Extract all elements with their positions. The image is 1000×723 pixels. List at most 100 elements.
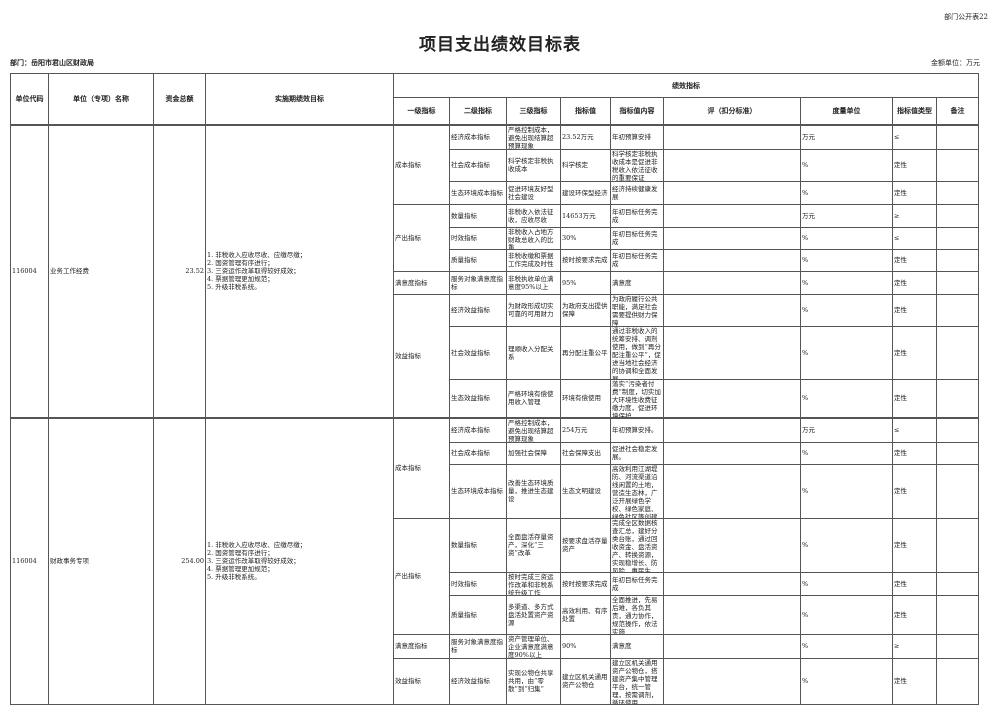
scoring-criteria: [663, 416, 801, 443]
level2-indicator-text: 经济效益指标: [451, 677, 490, 685]
scoring-criteria: [663, 180, 801, 205]
note: [935, 463, 980, 519]
value-type-text: ≥: [894, 642, 900, 650]
value-type: 定性: [892, 517, 937, 573]
level3-indicator-text: 非税执收单位满意度95%以上: [508, 274, 554, 291]
value-type-text: 定性: [894, 256, 907, 264]
indicator-content: 年初目标任务完成: [610, 203, 664, 228]
col-measure: 度量单位: [800, 97, 893, 125]
level2-indicator-text: 社会成本指标: [451, 449, 490, 457]
indicator-content: 落实“污染者付费”制度，切实加大环境性收费征缴力度，促进环境保护: [610, 378, 664, 418]
level3-indicator: 为财政形成切实可靠的可用财力: [506, 293, 561, 327]
note: [935, 657, 980, 705]
indicator-value-text: 生态文明建设: [562, 487, 601, 495]
level3-indicator: 科学核定非税执收成本: [506, 148, 561, 182]
level2-indicator: 经济效益指标: [449, 293, 507, 327]
table-row: 社会效益指标 理顺收入分配关系 再分配注重公平 通过非税收入的统筹安排、调剂使用，做到…: [11, 325, 980, 380]
note: [935, 416, 980, 443]
measure-unit: %: [800, 148, 893, 182]
project-goals: 1. 非税收入应收尽收、应缴尽缴； 2. 国资管理有序进行； 3. 三资运作改革…: [205, 416, 394, 705]
indicator-value: 254万元: [560, 416, 611, 443]
indicator-content-text: 落实“污染者付费”制度，切实加大环境性收费征缴力度，促进环境保护: [612, 379, 661, 417]
level2-indicator-text: 社会成本指标: [451, 161, 490, 169]
value-type-text: 定性: [894, 541, 907, 549]
value-type: ≥: [892, 203, 937, 228]
value-type: 定性: [892, 148, 937, 182]
project-name-text: 业务工作经费: [50, 267, 89, 275]
measure-unit: %: [800, 517, 893, 573]
level3-indicator-text: 非税收入依法征收，应收尽收: [508, 207, 554, 224]
level3-indicator-text: 全面盘活存量资产，深化“三资”改革: [508, 533, 554, 557]
measure-unit: %: [800, 594, 893, 635]
indicator-value: 再分配注重公平: [560, 325, 611, 380]
department-label: 部门：岳阳市君山区财政局: [10, 58, 94, 67]
measure-unit-text: 万元: [802, 211, 815, 220]
level1-indicator: 成本指标: [393, 123, 450, 205]
project-code: 116004: [10, 123, 49, 418]
level2-indicator-text: 质量指标: [451, 256, 477, 264]
level2-indicator-text: 社会效益指标: [451, 348, 490, 357]
scoring-criteria: [663, 203, 801, 228]
indicator-value-text: 按时按要求完成: [562, 256, 608, 264]
col-content: 指标值内容: [610, 97, 664, 125]
value-type: 定性: [892, 441, 937, 465]
table-row: 生态效益指标 严格环境有偿使用收入管理 环境有偿使用 落实“污染者付费”制度，切实加大…: [11, 378, 980, 418]
note: [935, 633, 980, 659]
note: [935, 517, 980, 573]
level2-indicator-text: 数量指标: [451, 211, 477, 220]
level1-indicator-text: 效益指标: [395, 351, 421, 360]
value-type: ≥: [892, 633, 937, 659]
scoring-criteria: [663, 594, 801, 635]
value-type-text: 定性: [894, 306, 907, 314]
project-amount-text: 23.52: [185, 267, 204, 275]
level1-indicator-text: 效益指标: [395, 677, 421, 685]
scoring-criteria: [663, 325, 801, 380]
level3-indicator: 加强社会保障: [506, 441, 561, 465]
scoring-criteria: [663, 657, 801, 705]
value-type-text: 定性: [894, 278, 907, 287]
value-type-text: ≤: [894, 133, 900, 141]
level2-indicator: 数量指标: [449, 203, 507, 228]
indicator-content-text: 年初目标任务完成: [612, 230, 658, 246]
level2-indicator: 社会成本指标: [449, 441, 507, 465]
value-type-text: 定性: [894, 188, 907, 197]
measure-unit-text: %: [802, 541, 809, 549]
indicator-value: 为政府支出提供保障: [560, 293, 611, 327]
project-code: 116004: [10, 416, 49, 705]
measure-unit-text: %: [802, 642, 809, 650]
scoring-criteria: [663, 517, 801, 573]
level1-indicator-text: 产出指标: [395, 572, 421, 580]
indicator-value: 建设环保型经济: [560, 180, 611, 205]
note: [935, 123, 980, 150]
indicator-content-text: 通过非税收入的统筹安排、调剂使用，做到“再分配注重公平”，促进当地社会经济的协调…: [612, 326, 661, 379]
level1-indicator: 满意度指标: [393, 633, 450, 659]
note: [935, 378, 980, 418]
level3-indicator-text: 科学核定非税执收成本: [508, 157, 554, 173]
level3-indicator: 多渠道、多方式盘活处置资产资源: [506, 594, 561, 635]
value-type-text: 定性: [894, 449, 907, 457]
scoring-criteria: [663, 123, 801, 150]
level3-indicator: 按时完成三资运作改革和非税系统升级工作: [506, 571, 561, 596]
level2-indicator-text: 时效指标: [451, 579, 477, 588]
project-goals-text: 1. 非税收入应收尽收、应缴尽缴； 2. 国资管理有序进行； 3. 三资运作改革…: [207, 251, 307, 291]
indicator-content: 年初目标任务完成: [610, 571, 664, 596]
level2-indicator: 数量指标: [449, 517, 507, 573]
measure-unit-text: %: [802, 234, 809, 242]
level2-indicator: 社会成本指标: [449, 148, 507, 182]
indicator-content-text: 满意度: [612, 642, 632, 650]
level1-indicator: 满意度指标: [393, 270, 450, 295]
project-name-text: 财政事务专项: [50, 557, 89, 565]
col-criteria: 评（扣分标准）: [663, 97, 801, 125]
indicator-content-text: 年初预算安排。: [612, 426, 658, 434]
measure-unit-text: %: [802, 256, 809, 264]
indicator-content-text: 满意度: [612, 278, 632, 287]
measure-unit: %: [800, 248, 893, 272]
level3-indicator: 严格控制成本，避免出现结算超预算现象: [506, 123, 561, 150]
scoring-criteria: [663, 378, 801, 418]
level3-indicator-text: 非税收缴和票据工作完成及时性: [508, 252, 554, 268]
indicator-content: 全面推进，先易后难，各负其责，通力协作，规范操作，依法实施: [610, 594, 664, 635]
measure-unit-text: %: [802, 188, 809, 197]
measure-unit-text: %: [802, 610, 809, 619]
indicator-content-text: 全面推进，先易后难，各负其责，通力协作，规范操作，依法实施: [612, 595, 658, 634]
indicator-content-text: 经济持续健康发展: [612, 184, 658, 201]
